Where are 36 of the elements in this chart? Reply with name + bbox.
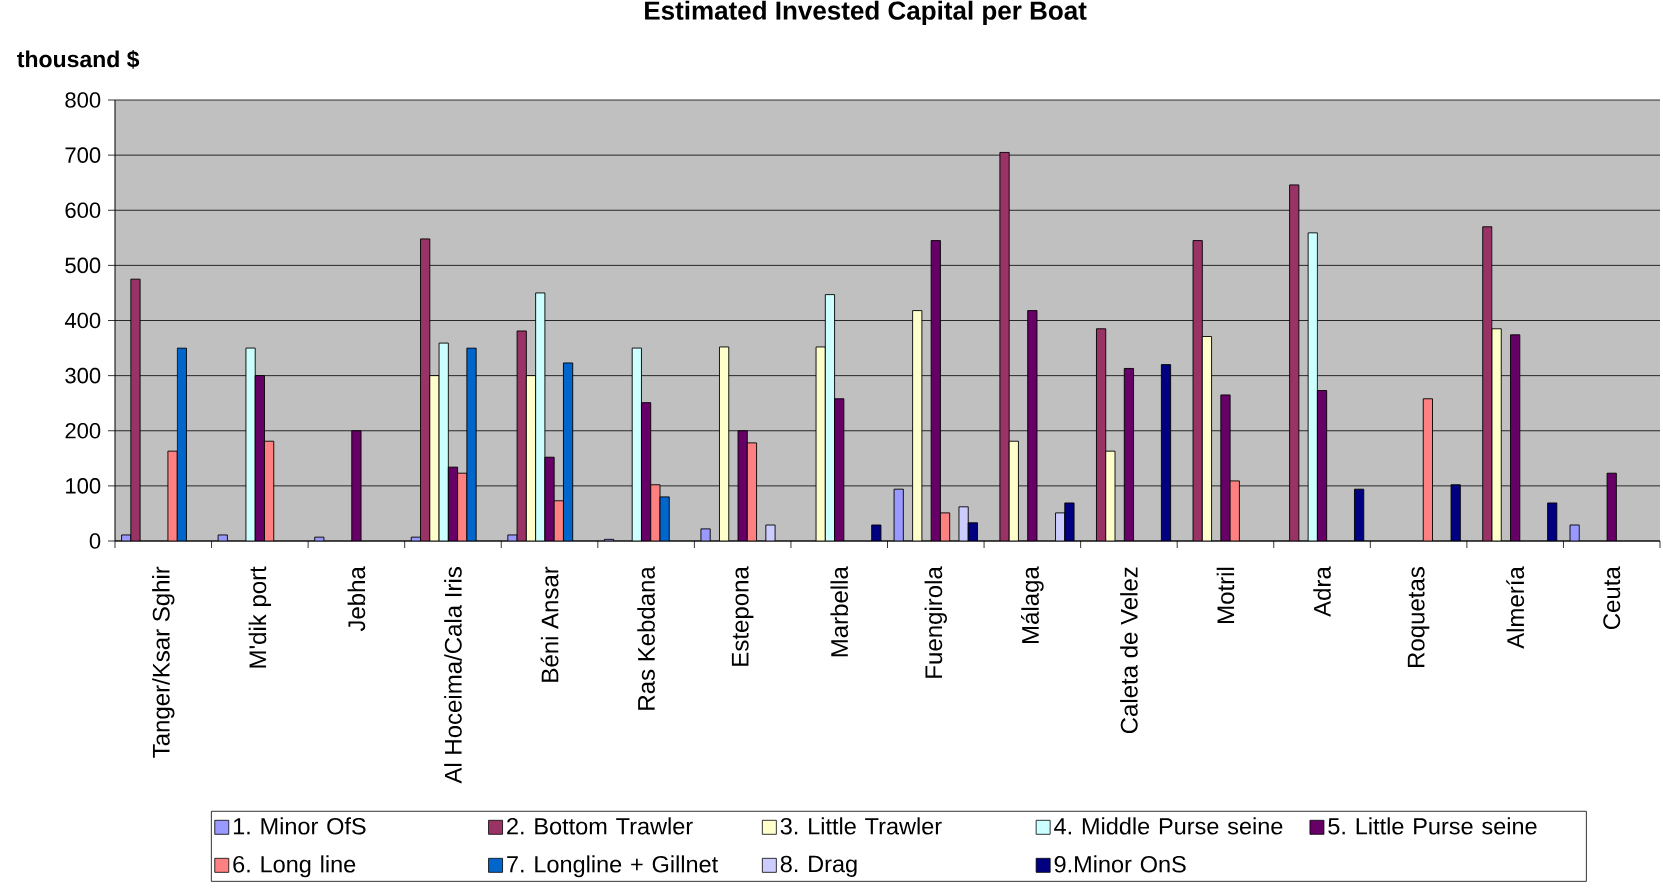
x-tick-label: Roquetas	[1407, 567, 1430, 667]
y-tick-label: 500	[65, 257, 101, 274]
y-tick-label: 400	[64, 312, 101, 329]
legend-label: 3. Little Trawler	[780, 817, 942, 835]
legend-label: 6. Long line	[233, 855, 356, 878]
x-tick-label: Ras Kebdana	[637, 566, 655, 710]
x-tick-label: Estepona	[731, 566, 754, 666]
x-tick-label: Al Hoceima/Cala Iris	[444, 567, 462, 784]
x-tick-label: Motril	[1216, 567, 1235, 623]
legend-label: 9.Minor OnS	[1054, 855, 1186, 873]
y-tick-label: 300	[65, 367, 101, 384]
y-tick-label: 200	[65, 422, 101, 439]
legend-label: 7. Longline + Gillnet	[507, 855, 718, 878]
x-tick-label: Tanger/Ksar Sghir	[152, 566, 175, 758]
x-tick-label: Jebha	[347, 566, 366, 632]
x-tick-label: Ceuta	[1603, 566, 1621, 630]
legend-label: 5. Little Purse seine	[1328, 817, 1537, 835]
legend-label: 8. Drag	[780, 855, 857, 877]
y-tick-label: 800	[65, 92, 101, 108]
legend-label: 4. Middle Purse seine	[1054, 817, 1283, 835]
y-axis-title: thousand $	[17, 50, 140, 69]
y-tick-label: 600	[65, 202, 101, 219]
y-tick-label: 0	[89, 533, 101, 549]
legend-label: 1. Minor OfS	[233, 817, 366, 835]
x-tick-label: Málaga	[1021, 566, 1044, 643]
x-tick-label: M'dik port	[248, 566, 272, 668]
chart-title: Estimated Invested Capital per Boat	[645, 0, 1087, 25]
x-tick-label: Caleta de Velez	[1120, 567, 1138, 734]
x-tick-label: Almería	[1506, 566, 1525, 649]
y-tick-label: 700	[65, 147, 101, 163]
x-tick-label: Adra	[1313, 566, 1331, 617]
y-tick-label: 100	[66, 478, 101, 494]
x-tick-label: Béni Ansar	[540, 566, 559, 682]
x-tick-label: Fuengirola	[924, 566, 947, 678]
x-tick-label: Marbella	[830, 566, 849, 657]
legend-label: 2. Bottom Trawler	[507, 817, 693, 835]
